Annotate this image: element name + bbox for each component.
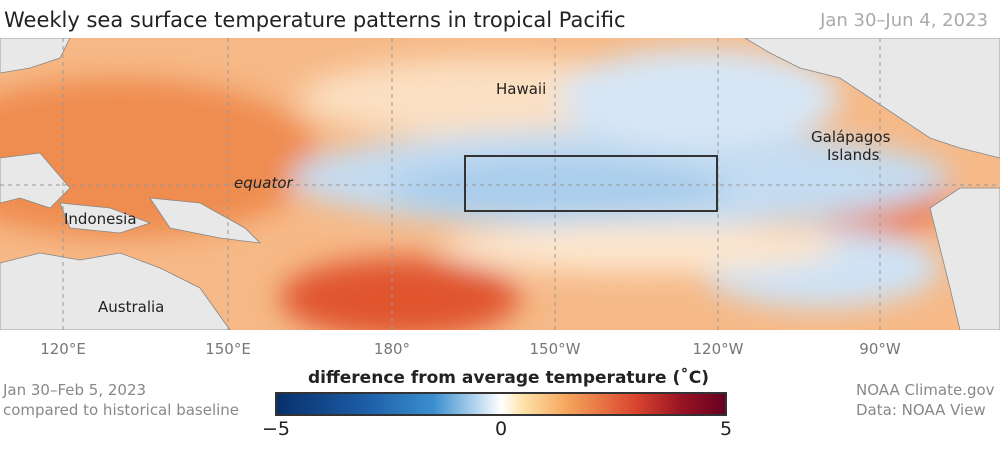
footer-period: Jan 30–Feb 5, 2023 compared to historica…	[3, 380, 239, 420]
page-title: Weekly sea surface temperature patterns …	[4, 8, 626, 32]
label-galapagos: Galápagos Islands	[811, 128, 890, 164]
legend-max: 5	[719, 418, 733, 440]
lon-120w: 120°W	[692, 340, 744, 358]
legend-min: −5	[261, 418, 291, 440]
source-text: Data: NOAA View	[856, 401, 986, 419]
baseline-text: compared to historical baseline	[3, 401, 240, 419]
period-text: Jan 30–Feb 5, 2023	[3, 381, 147, 399]
lon-150w: 150°W	[529, 340, 581, 358]
label-australia: Australia	[98, 298, 165, 316]
credit-text: NOAA Climate.gov	[856, 381, 995, 399]
label-galapagos-line2: Islands	[826, 146, 880, 164]
label-indonesia: Indonesia	[64, 210, 137, 228]
lon-180: 180°	[373, 340, 411, 358]
legend-title: difference from average temperature (˚C)	[308, 368, 709, 388]
label-equator: equator	[234, 174, 293, 192]
land-masses-outline	[0, 38, 1000, 330]
lon-120e: 120°E	[40, 340, 86, 358]
label-galapagos-line1: Galápagos	[811, 128, 891, 146]
lon-90w: 90°W	[859, 340, 901, 358]
legend-mid: 0	[494, 418, 508, 440]
date-range: Jan 30–Jun 4, 2023	[820, 10, 988, 31]
lon-150e: 150°E	[205, 340, 251, 358]
label-hawaii: Hawaii	[496, 80, 547, 98]
color-scale-bar	[275, 392, 727, 416]
sst-anomaly-map	[0, 38, 1000, 330]
footer-credit: NOAA Climate.gov Data: NOAA View	[856, 380, 995, 420]
nino34-region-box	[464, 155, 718, 212]
